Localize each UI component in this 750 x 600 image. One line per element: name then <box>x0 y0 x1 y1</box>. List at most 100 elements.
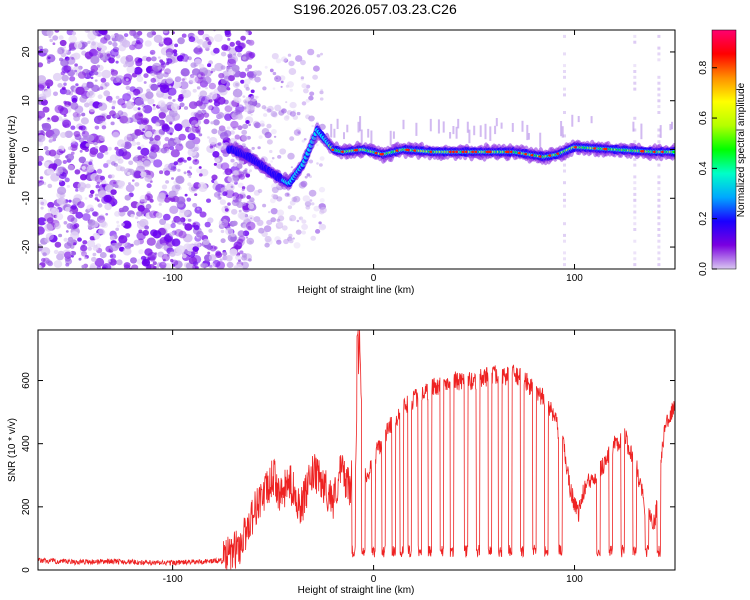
noise-blob <box>71 251 77 256</box>
noise-blob <box>88 71 95 76</box>
streak-mark <box>657 81 661 85</box>
noise-blob <box>75 188 79 192</box>
noise-blob <box>99 86 104 90</box>
noise-blob <box>79 95 87 103</box>
noise-blob <box>73 115 80 122</box>
noise-blob <box>224 168 233 176</box>
noise-blob <box>131 264 139 269</box>
noise-blob <box>253 190 260 196</box>
noise-blob <box>160 41 164 45</box>
noise-blob <box>171 238 181 247</box>
noise-blob <box>193 47 200 54</box>
noise-blob <box>112 131 120 139</box>
noise-blob <box>53 260 63 268</box>
noise-blob <box>221 44 229 51</box>
noise-blob <box>84 102 90 108</box>
noise-blob <box>123 135 133 143</box>
ridge-spur <box>457 118 460 129</box>
noise-blob <box>164 170 171 176</box>
noise-blob <box>38 45 43 50</box>
noise-blob <box>245 96 251 102</box>
noise-blob <box>229 248 238 256</box>
noise-blob <box>262 86 267 91</box>
noise-blob <box>174 229 184 237</box>
noise-blob <box>67 101 72 106</box>
noise-blob <box>250 113 253 116</box>
noise-blob <box>253 70 259 75</box>
streak-mark <box>657 157 661 161</box>
spectrogram-x-ticks: -100 0 100 <box>163 30 583 284</box>
streak-mark <box>657 46 661 50</box>
noise-blob <box>154 135 161 141</box>
noise-blob <box>280 80 284 84</box>
noise-blob <box>109 258 117 266</box>
streak-mark <box>563 93 566 97</box>
noise-blob <box>274 75 282 82</box>
noise-blob <box>96 181 101 185</box>
noise-blob <box>164 197 171 203</box>
noise-blob <box>175 184 181 190</box>
noise-blob <box>196 207 200 211</box>
noise-blob <box>94 257 105 267</box>
noise-blob <box>57 186 67 195</box>
noise-blob <box>78 137 85 143</box>
noise-blob <box>159 261 167 269</box>
noise-blob <box>99 220 107 228</box>
noise-blob <box>319 97 324 101</box>
streak-mark <box>657 239 661 243</box>
noise-blob <box>205 86 208 90</box>
noise-blob <box>94 145 99 149</box>
noise-blob <box>109 110 116 117</box>
noise-blob <box>194 193 198 197</box>
noise-blob <box>136 231 146 241</box>
ridge-spur <box>370 130 373 145</box>
streak-mark <box>657 233 661 237</box>
noise-blob <box>238 173 246 180</box>
noise-blob <box>250 95 258 102</box>
ridge-spur <box>455 126 458 139</box>
streak-mark <box>633 210 637 214</box>
noise-blob <box>237 193 244 200</box>
noise-blob <box>95 184 100 189</box>
noise-blob <box>155 212 163 219</box>
noise-blob <box>57 83 63 88</box>
noise-blob <box>138 249 144 255</box>
noise-blob <box>59 57 64 62</box>
streak-mark <box>657 216 661 220</box>
noise-blob <box>101 125 107 130</box>
noise-blob <box>167 45 171 49</box>
noise-blob <box>248 258 252 262</box>
noise-blob <box>283 238 289 245</box>
noise-blob <box>235 254 242 261</box>
noise-blob <box>155 122 160 127</box>
noise-blob <box>51 115 59 123</box>
noise-blob <box>198 182 207 190</box>
noise-blob <box>243 214 248 219</box>
noise-blob <box>211 174 218 181</box>
noise-blob <box>125 233 131 238</box>
noise-blob <box>224 206 228 209</box>
colorbar-tick-label: 0.2 <box>698 211 709 225</box>
noise-blob <box>270 111 278 117</box>
noise-blob <box>117 110 124 116</box>
streak-mark <box>633 228 637 231</box>
noise-blob <box>247 171 251 175</box>
noise-blob <box>270 160 273 163</box>
noise-blob <box>163 72 169 78</box>
noise-blob <box>229 41 235 47</box>
noise-blob <box>100 82 108 90</box>
noise-blob <box>308 95 314 101</box>
noise-blob <box>211 128 218 135</box>
noise-blob <box>245 103 251 109</box>
noise-blob <box>145 91 154 99</box>
streak-mark <box>657 163 661 167</box>
noise-blob <box>240 191 245 195</box>
noise-blob <box>139 218 149 228</box>
noise-blob <box>281 56 288 62</box>
ridge-spur <box>561 126 564 138</box>
streak-mark <box>563 251 566 255</box>
noise-blob <box>38 217 47 226</box>
noise-blob <box>64 89 71 96</box>
ridge-spur <box>442 121 445 133</box>
noise-blob <box>68 199 72 203</box>
